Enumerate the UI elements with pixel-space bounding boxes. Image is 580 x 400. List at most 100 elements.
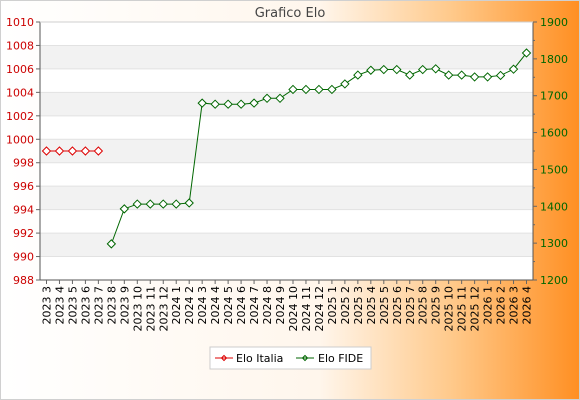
- left-tick-label: 1008: [6, 39, 34, 52]
- right-axis-ticks: 1200 1300 1400 1500 1600 1700 1800 1900: [533, 16, 568, 287]
- legend-marker-elo-fide: [301, 354, 309, 362]
- x-tick-label: 2025 3: [352, 286, 365, 325]
- legend-label-elo-italia: Elo Italia: [236, 352, 283, 365]
- data-point-elo-italia: [41, 146, 52, 156]
- data-point-elo-fide: [106, 239, 117, 249]
- x-tick-label: 2024 7: [248, 286, 261, 325]
- x-tick-label: 2025 9: [430, 286, 443, 325]
- data-point-elo-fide: [495, 70, 506, 81]
- data-point-elo-fide: [262, 93, 272, 104]
- x-tick-label: 2025 10: [443, 286, 456, 332]
- x-tick-label: 2025 7: [404, 286, 417, 325]
- left-axis-ticks: 988 990 992 994 996 998 1000 1002 1004 1006 1008 10…: [6, 16, 40, 287]
- left-tick-label: 988: [13, 274, 34, 287]
- data-point-elo-fide: [314, 84, 324, 95]
- grid-lines: [40, 21, 533, 281]
- data-point-elo-fide: [301, 84, 311, 95]
- x-tick-label: 2024 8: [261, 286, 274, 325]
- data-point-elo-fide: [236, 99, 246, 109]
- data-point-elo-fide: [443, 70, 454, 80]
- data-point-elo-fide: [119, 204, 130, 214]
- left-tick-label: 992: [13, 227, 34, 240]
- x-tick-label: 2024 10: [287, 286, 300, 332]
- data-point-elo-fide: [288, 84, 298, 95]
- x-tick-label: 2025 2: [339, 286, 352, 325]
- series-layer: [41, 48, 532, 249]
- data-point-elo-fide: [469, 72, 480, 82]
- data-point-elo-fide: [249, 98, 259, 108]
- data-point-elo-fide: [521, 48, 532, 58]
- right-tick-label: 1400: [540, 200, 568, 213]
- right-tick-label: 1600: [540, 127, 568, 140]
- data-point-elo-fide: [197, 98, 207, 108]
- data-point-elo-fide: [184, 198, 194, 208]
- data-point-elo-fide: [366, 65, 376, 75]
- left-tick-label: 1004: [6, 86, 34, 99]
- x-tick-label: 2024 5: [222, 286, 235, 325]
- x-tick-label: 2023 6: [79, 286, 92, 325]
- data-point-elo-fide: [223, 99, 233, 109]
- left-tick-label: 994: [13, 204, 34, 217]
- data-point-elo-fide: [392, 64, 402, 75]
- data-point-elo-fide: [482, 72, 493, 82]
- x-tick-label: 2025 11: [456, 286, 469, 332]
- data-point-elo-fide: [145, 199, 155, 209]
- x-tick-label: 2024 1: [170, 286, 183, 325]
- legend-item-elo-italia: Elo Italia: [215, 352, 283, 365]
- right-tick-label: 1500: [540, 163, 568, 176]
- left-tick-label: 1000: [6, 133, 34, 146]
- x-tick-label: 2024 2: [183, 286, 196, 325]
- legend-box: [209, 346, 372, 370]
- x-tick-label: 2025 6: [391, 286, 404, 325]
- x-tick-label: 2025 1: [326, 286, 339, 325]
- x-tick-label: 2024 4: [209, 286, 222, 325]
- x-tick-label: 2024 12: [313, 286, 326, 332]
- legend-marker-elo-italia: [220, 354, 228, 362]
- data-point-elo-fide: [158, 199, 168, 209]
- left-tick-label: 1006: [6, 63, 34, 76]
- x-tick-label: 2025 4: [365, 286, 378, 325]
- data-point-elo-fide: [275, 93, 285, 104]
- right-tick-label: 1200: [540, 274, 568, 287]
- x-tick-label: 2023 10: [131, 286, 144, 332]
- left-tick-label: 990: [13, 251, 34, 264]
- data-point-elo-fide: [340, 79, 350, 89]
- left-tick-label: 998: [13, 157, 34, 170]
- x-tick-label: 2024 6: [235, 286, 248, 325]
- grid-band: [40, 45, 533, 69]
- data-point-elo-fide: [456, 70, 467, 80]
- legend-label-elo-fide: Elo FIDE: [318, 352, 363, 365]
- grid-band: [40, 233, 533, 257]
- x-tick-label: 2023 3: [40, 286, 53, 325]
- x-tick-label: 2026 1: [482, 286, 495, 325]
- legend: Elo Italia Elo FIDE: [209, 346, 372, 370]
- legend-item-elo-fide: Elo FIDE: [296, 352, 363, 365]
- chart-title: Grafico Elo: [255, 6, 326, 21]
- x-axis-ticks: 2023 3 2023 4 2023 5 2023 6 2023 7 2023 8 2023…: [40, 280, 534, 332]
- x-tick-label: 2024 11: [300, 286, 313, 332]
- data-point-elo-italia: [80, 146, 91, 156]
- grid-band: [40, 92, 533, 116]
- x-tick-label: 2023 8: [105, 286, 118, 325]
- x-tick-label: 2025 5: [378, 286, 391, 325]
- x-tick-label: 2026 2: [495, 286, 508, 325]
- data-point-elo-fide: [430, 64, 441, 74]
- grid-band: [40, 186, 533, 210]
- grid-band: [40, 139, 533, 163]
- data-point-elo-fide: [210, 99, 220, 109]
- right-tick-label: 1900: [540, 16, 568, 29]
- data-point-elo-fide: [418, 64, 428, 75]
- x-tick-label: 2023 7: [92, 286, 105, 325]
- data-point-elo-italia: [67, 146, 78, 156]
- data-point-elo-fide: [508, 64, 519, 74]
- x-tick-label: 2023 12: [157, 286, 170, 332]
- x-tick-label: 2026 3: [508, 286, 521, 325]
- axes: [39, 21, 534, 281]
- x-tick-label: 2026 4: [521, 286, 534, 325]
- data-point-elo-fide: [132, 199, 143, 209]
- data-point-elo-italia: [93, 146, 104, 156]
- x-tick-label: 2023 5: [66, 286, 79, 325]
- data-point-elo-fide: [379, 64, 389, 75]
- x-tick-label: 2023 4: [53, 286, 66, 325]
